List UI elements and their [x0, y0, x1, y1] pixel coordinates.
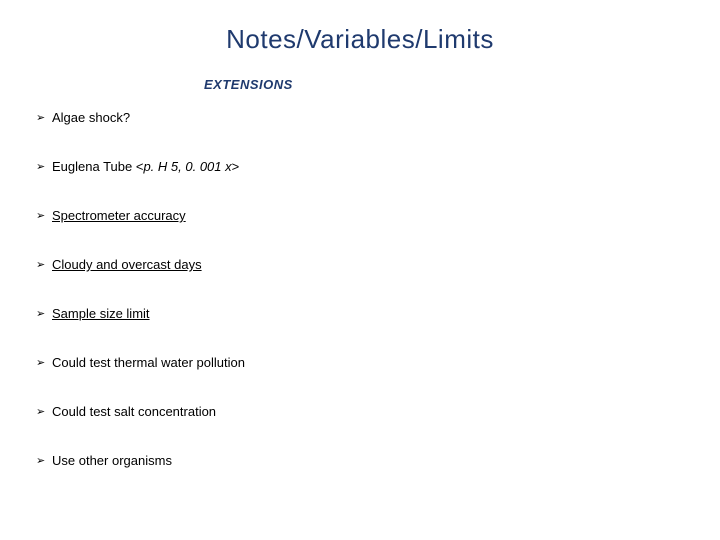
list-item: ➢ Sample size limit [36, 306, 720, 321]
bullet-icon: ➢ [36, 258, 52, 271]
item-text: Use other organisms [52, 453, 172, 468]
bullet-icon: ➢ [36, 405, 52, 418]
item-text: Cloudy and overcast days [52, 257, 202, 272]
item-text: Sample size limit [52, 306, 150, 321]
slide: Notes/Variables/Limits EXTENSIONS ➢ Alga… [0, 0, 720, 540]
item-text-suffix: > [232, 159, 240, 174]
bullet-icon: ➢ [36, 356, 52, 369]
item-text: Spectrometer accuracy [52, 208, 186, 223]
item-text-prefix: Euglena Tube < [52, 159, 143, 174]
list-item: ➢ Algae shock? [36, 110, 720, 125]
list-item: ➢ Cloudy and overcast days [36, 257, 720, 272]
item-text: Could test salt concentration [52, 404, 216, 419]
bullet-icon: ➢ [36, 111, 52, 124]
item-text-italic: p. H 5, 0. 001 x [143, 159, 231, 174]
slide-subtitle: EXTENSIONS [204, 77, 720, 92]
item-text: Algae shock? [52, 110, 130, 125]
item-text: Could test thermal water pollution [52, 355, 245, 370]
bullet-icon: ➢ [36, 454, 52, 467]
bullet-icon: ➢ [36, 209, 52, 222]
item-text: Euglena Tube <p. H 5, 0. 001 x> [52, 159, 239, 174]
bullet-list: ➢ Algae shock? ➢ Euglena Tube <p. H 5, 0… [36, 110, 720, 468]
list-item: ➢ Could test thermal water pollution [36, 355, 720, 370]
bullet-icon: ➢ [36, 307, 52, 320]
list-item: ➢ Euglena Tube <p. H 5, 0. 001 x> [36, 159, 720, 174]
bullet-icon: ➢ [36, 160, 52, 173]
list-item: ➢ Use other organisms [36, 453, 720, 468]
list-item: ➢ Could test salt concentration [36, 404, 720, 419]
slide-title: Notes/Variables/Limits [0, 0, 720, 55]
list-item: ➢ Spectrometer accuracy [36, 208, 720, 223]
